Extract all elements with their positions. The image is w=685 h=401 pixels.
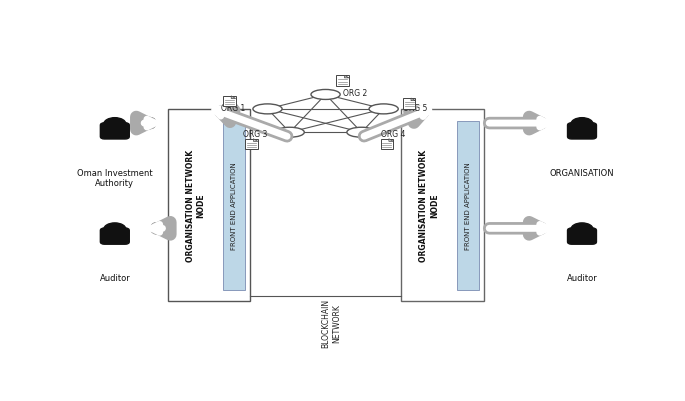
Text: FRONT END APPLICATION: FRONT END APPLICATION — [231, 162, 237, 249]
Text: Oman Investment
Authority: Oman Investment Authority — [77, 168, 153, 188]
Polygon shape — [389, 140, 393, 142]
Text: ORG 1: ORG 1 — [221, 103, 245, 113]
Text: Auditor: Auditor — [99, 273, 130, 282]
Ellipse shape — [275, 128, 304, 138]
FancyBboxPatch shape — [101, 124, 129, 140]
FancyBboxPatch shape — [168, 110, 250, 301]
Circle shape — [571, 118, 593, 132]
Polygon shape — [253, 140, 258, 142]
Ellipse shape — [253, 105, 282, 115]
Bar — [381, 140, 393, 150]
Circle shape — [103, 118, 126, 132]
Polygon shape — [232, 97, 236, 99]
Bar — [223, 97, 236, 107]
Text: ORGANISATION NETWORK
NODE: ORGANISATION NETWORK NODE — [419, 150, 439, 261]
Circle shape — [571, 223, 593, 236]
FancyBboxPatch shape — [223, 122, 245, 290]
FancyBboxPatch shape — [457, 122, 479, 290]
Bar — [336, 76, 349, 87]
FancyBboxPatch shape — [568, 229, 597, 245]
Bar — [403, 99, 416, 109]
Text: BLOCKCHAIN
NETWORK: BLOCKCHAIN NETWORK — [321, 298, 341, 347]
Circle shape — [103, 223, 126, 236]
Ellipse shape — [347, 128, 376, 138]
FancyBboxPatch shape — [101, 229, 129, 245]
Text: ORG 2: ORG 2 — [342, 89, 367, 98]
Text: ORG 4: ORG 4 — [381, 130, 406, 139]
Text: ORGANISATION NETWORK
NODE: ORGANISATION NETWORK NODE — [186, 150, 206, 261]
Text: ORGANISATION: ORGANISATION — [549, 168, 614, 178]
Ellipse shape — [311, 90, 340, 100]
Bar — [245, 140, 258, 150]
Polygon shape — [345, 76, 349, 79]
Ellipse shape — [369, 105, 398, 115]
FancyBboxPatch shape — [568, 124, 597, 140]
Text: ORG 3: ORG 3 — [243, 130, 267, 139]
Text: FRONT END APPLICATION: FRONT END APPLICATION — [464, 162, 471, 249]
Text: Auditor: Auditor — [566, 273, 597, 282]
FancyBboxPatch shape — [401, 110, 484, 301]
Polygon shape — [411, 99, 416, 101]
Text: ORG 5: ORG 5 — [403, 103, 427, 113]
